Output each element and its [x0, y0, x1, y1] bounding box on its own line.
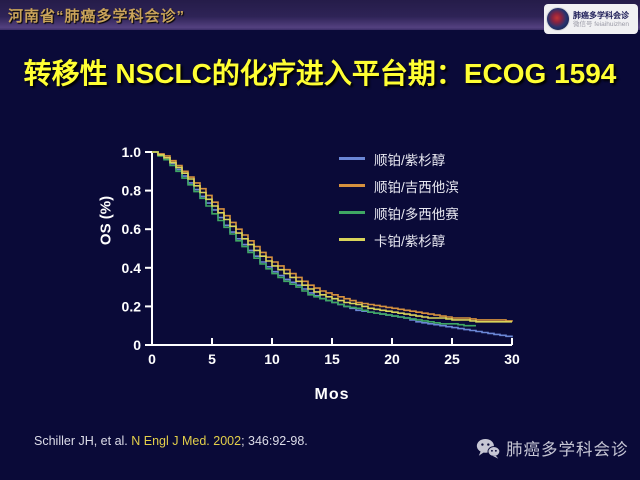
y-axis-label: OS (%) [97, 195, 115, 246]
svg-text:10: 10 [264, 351, 280, 367]
footer-wechat-label: 肺癌多学科会诊 [506, 441, 629, 459]
legend-label: 顺铂/紫杉醇 [374, 152, 446, 168]
svg-text:20: 20 [384, 351, 400, 367]
legend-item: 顺铂/多西他赛 [339, 203, 459, 222]
wechat-account-badge: 肺癌多学科会诊 微信号 feiaihuizhen [544, 4, 638, 34]
legend-line-swatch [339, 238, 365, 241]
svg-text:15: 15 [324, 351, 340, 367]
citation-authors: Schiller JH, et al. [34, 434, 132, 448]
legend-label: 顺铂/多西他赛 [374, 206, 459, 222]
header-bar: 河南省“肺癌多学科会诊” [0, 0, 640, 30]
svg-text:0: 0 [133, 337, 141, 353]
page-title: 转移性 NSCLC的化疗进入平台期：ECOG 1594 [23, 58, 617, 89]
legend-label: 顺铂/吉西他滨 [374, 179, 459, 195]
badge-text: 肺癌多学科会诊 微信号 feiaihuizhen [573, 10, 629, 29]
legend-item: 顺铂/紫杉醇 [339, 149, 459, 168]
x-axis-label: Mos [314, 386, 350, 403]
header-left-title: 河南省“肺癌多学科会诊” [8, 7, 186, 25]
citation: Schiller JH, et al. N Engl J Med. 2002; … [34, 434, 308, 448]
legend-label: 卡铂/紫杉醇 [374, 233, 446, 249]
svg-text:30: 30 [504, 351, 520, 367]
legend-line-swatch [339, 211, 365, 214]
svg-text:0.4: 0.4 [122, 260, 142, 276]
legend-line-swatch [339, 184, 365, 187]
citation-pages: ; 346:92-98. [241, 434, 308, 448]
svg-text:0: 0 [148, 351, 156, 367]
svg-text:5: 5 [208, 351, 216, 367]
badge-title: 肺癌多学科会诊 [573, 10, 629, 20]
citation-journal: N Engl J Med. 2002 [131, 434, 242, 448]
svg-text:25: 25 [444, 351, 460, 367]
wechat-icon [476, 438, 500, 459]
svg-text:0.6: 0.6 [122, 221, 142, 237]
svg-text:0.8: 0.8 [122, 183, 142, 199]
svg-text:1.0: 1.0 [122, 144, 142, 160]
footer-wechat: 肺癌多学科会诊 [476, 436, 629, 460]
badge-subtitle: 微信号 feiaihuizhen [573, 20, 629, 28]
svg-text:0.2: 0.2 [122, 298, 142, 314]
badge-avatar [546, 7, 570, 31]
survival-chart: 0 0.2 0.4 0.6 0.8 1.0 0 5 10 15 20 25 30 [122, 144, 520, 367]
chart-legend: 顺铂/紫杉醇 顺铂/吉西他滨 顺铂/多西他赛 卡铂/紫杉醇 [339, 149, 459, 257]
legend-line-swatch [339, 157, 365, 160]
legend-item: 卡铂/紫杉醇 [339, 230, 459, 249]
legend-item: 顺铂/吉西他滨 [339, 176, 459, 195]
